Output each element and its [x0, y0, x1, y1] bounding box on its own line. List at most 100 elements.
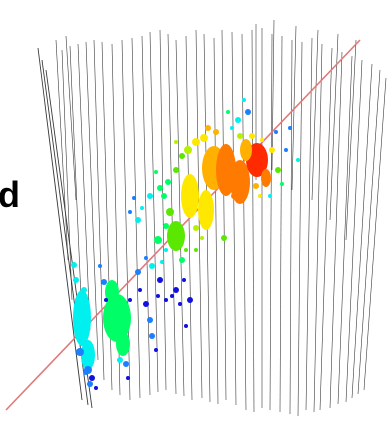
- dom-hit: [184, 248, 188, 252]
- dom-hit: [179, 153, 185, 159]
- cropped-title-text: d: [0, 174, 20, 215]
- dom-hit: [245, 109, 251, 115]
- dom-hit: [184, 146, 192, 154]
- dom-hit: [147, 193, 153, 199]
- muon-track-line: [5, 39, 361, 411]
- detector-string: [329, 51, 343, 409]
- detector-string: [231, 31, 237, 406]
- detector-string: [175, 39, 185, 397]
- detector-string: [279, 35, 283, 413]
- dom-hit: [205, 125, 211, 131]
- dom-hit-cluster: [73, 290, 91, 346]
- dom-hit: [198, 190, 214, 230]
- detector-string: [337, 55, 353, 405]
- dom-hit: [243, 175, 249, 181]
- dom-hit: [157, 185, 163, 191]
- dom-hit: [213, 129, 219, 135]
- dom-hit: [117, 357, 123, 363]
- detector-string: [363, 77, 387, 391]
- dom-hit: [163, 223, 169, 229]
- dom-hits: [71, 98, 300, 390]
- detector-string: [77, 43, 91, 331]
- dom-hit: [173, 287, 179, 293]
- detector-string: [241, 33, 247, 411]
- detector-string: [221, 29, 227, 401]
- dom-hit: [231, 193, 237, 199]
- dom-hit: [161, 193, 167, 199]
- dom-hit: [89, 375, 95, 381]
- dom-hit: [184, 324, 188, 328]
- dom-hit: [242, 98, 246, 102]
- dom-hit: [237, 133, 243, 139]
- dom-hit: [193, 225, 199, 231]
- detector-string: [329, 33, 339, 221]
- detector-string: [159, 29, 167, 391]
- dom-hit: [81, 287, 87, 293]
- detector-string: [345, 39, 357, 241]
- dom-hit: [128, 210, 132, 214]
- dom-hit: [154, 170, 158, 174]
- detector-string: [85, 41, 99, 361]
- detector-string: [319, 47, 333, 411]
- dom-hit: [284, 148, 288, 152]
- dom-hit: [149, 263, 155, 269]
- dom-hit: [71, 262, 77, 268]
- dom-hit: [104, 298, 108, 302]
- dom-hit: [138, 288, 142, 292]
- dom-hit: [174, 140, 178, 144]
- detector-string: [65, 35, 77, 201]
- dom-hit: [296, 158, 300, 162]
- dom-hit: [94, 386, 98, 390]
- detector-string: [141, 35, 151, 396]
- dom-hit: [166, 208, 174, 216]
- dom-hit: [268, 194, 272, 198]
- dom-hit: [249, 133, 255, 139]
- dom-hit: [135, 217, 141, 223]
- dom-hit: [143, 301, 149, 307]
- dom-hit: [76, 348, 84, 356]
- dom-hit: [165, 179, 171, 185]
- detector-string: [271, 19, 275, 171]
- detector-string: [69, 45, 83, 321]
- dom-hit: [87, 381, 93, 387]
- dom-hit: [187, 297, 193, 303]
- dom-hit: [280, 182, 284, 186]
- dom-hit: [101, 279, 107, 285]
- dom-hit: [173, 167, 179, 173]
- detector-string: [41, 59, 89, 406]
- detector-string: [305, 37, 313, 411]
- dom-hit: [200, 236, 204, 240]
- dom-hit: [235, 117, 241, 123]
- dom-hit: [200, 134, 208, 142]
- detector-string: [313, 43, 323, 413]
- dom-hit: [75, 297, 81, 303]
- detector-string: [251, 29, 255, 413]
- dom-hit: [128, 298, 132, 302]
- dom-hit: [160, 260, 164, 264]
- dom-hit: [107, 327, 113, 333]
- detector-string: [61, 49, 73, 301]
- dom-hit: [140, 206, 144, 210]
- dom-hit: [154, 236, 162, 244]
- dom-hit: [156, 294, 160, 298]
- dom-hit: [164, 248, 168, 252]
- dom-hit: [132, 196, 136, 200]
- detector-string: [351, 63, 373, 399]
- detector-string: [93, 39, 105, 381]
- detector-string: [297, 41, 303, 417]
- dom-hit: [164, 298, 168, 302]
- detector-string: [269, 33, 273, 411]
- dom-hit: [73, 277, 79, 283]
- dom-hit: [123, 361, 129, 367]
- dom-hit: [126, 376, 130, 380]
- dom-hit: [230, 160, 250, 204]
- dom-hit: [182, 278, 186, 282]
- detector-string: [289, 39, 293, 415]
- dom-hit: [260, 138, 264, 142]
- dom-hit: [226, 110, 230, 114]
- dom-hit: [105, 280, 119, 304]
- dom-hit: [178, 302, 182, 306]
- detector-string: [55, 39, 69, 261]
- detector-string: [311, 29, 319, 201]
